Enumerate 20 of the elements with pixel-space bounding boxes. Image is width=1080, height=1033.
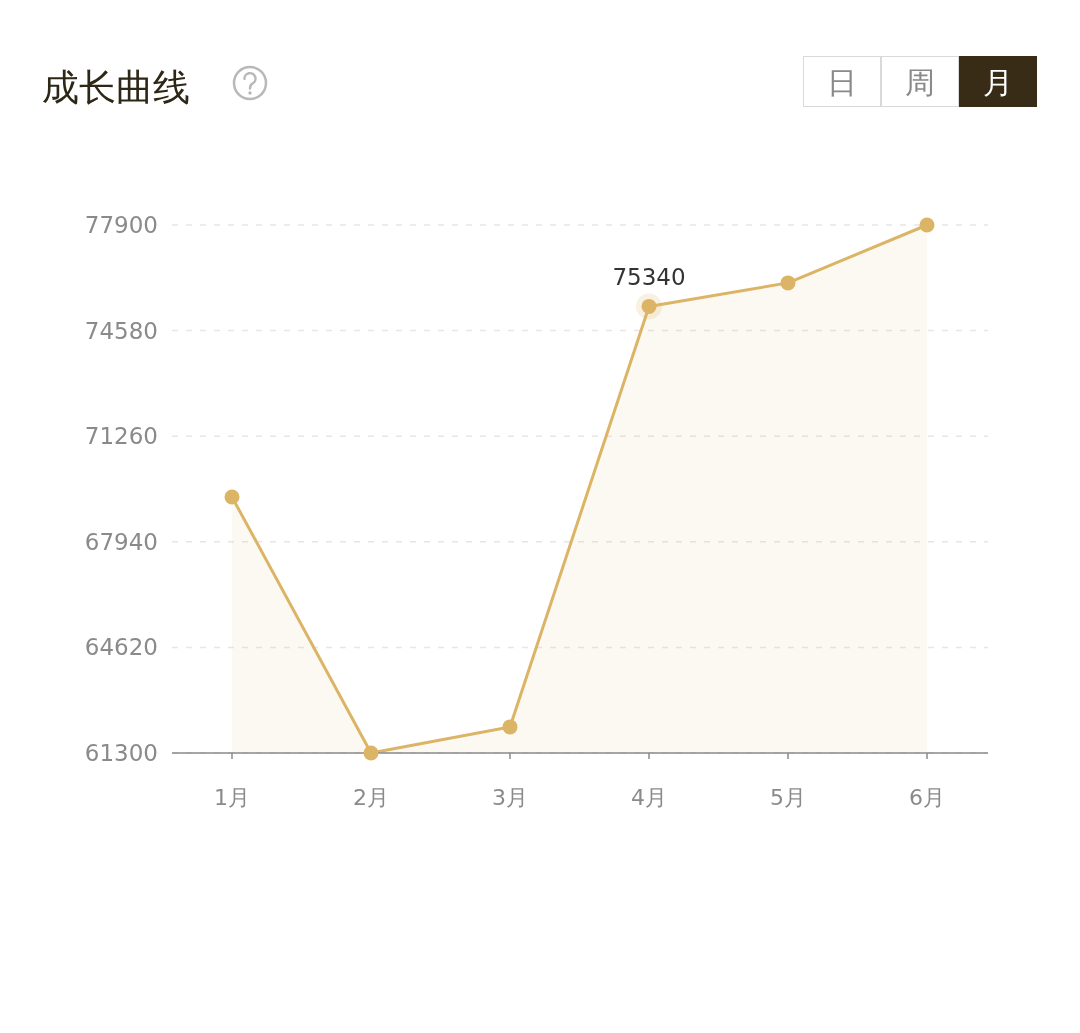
- point: [780, 275, 796, 291]
- y-tick-label: 74580: [84, 317, 158, 344]
- point: [363, 745, 379, 761]
- y-tick-label: 64620: [84, 634, 158, 661]
- x-tick-label: 4月: [631, 785, 667, 810]
- y-tick-label: 61300: [84, 740, 158, 766]
- point: [224, 489, 240, 505]
- point: [919, 217, 935, 233]
- data-label: 75340: [612, 264, 686, 291]
- x-tick-label: 2月: [353, 785, 389, 810]
- y-tick-label: 67940: [84, 528, 158, 555]
- chart-title: 成长曲线: [42, 66, 190, 109]
- x-tick-label: 1月: [214, 785, 250, 810]
- x-tick-label: 3月: [492, 785, 528, 810]
- x-tick-label: 6月: [909, 785, 945, 810]
- y-tick-label: 71260: [84, 423, 158, 450]
- period-toggle: 日 周 月: [803, 56, 1037, 107]
- x-tick-label: 5月: [770, 785, 806, 810]
- point: [502, 719, 518, 735]
- y-tick-label: 77900: [84, 212, 158, 238]
